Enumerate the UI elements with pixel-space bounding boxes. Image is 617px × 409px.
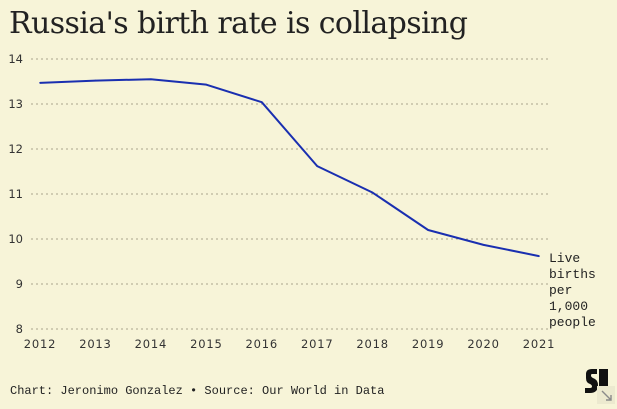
data-point <box>205 83 208 86</box>
data-point <box>316 165 319 167</box>
x-tick-label: 2016 <box>246 337 278 351</box>
x-tick-label: 2020 <box>467 337 499 351</box>
chart-title: Russia's birth rate is collapsing <box>9 6 468 41</box>
data-point <box>371 191 374 194</box>
series-line <box>39 78 540 258</box>
data-point <box>538 255 540 257</box>
resize-arrow-icon[interactable] <box>597 386 615 404</box>
publisher-logo-icon <box>585 369 608 393</box>
y-axis-unit-label: Live births per 1,000 people <box>549 251 609 331</box>
unit-line: per <box>549 283 573 298</box>
y-tick-label: 12 <box>8 142 23 156</box>
x-tick-label: 2015 <box>190 337 222 351</box>
gridlines <box>31 58 549 330</box>
x-tick-label: 2013 <box>79 337 111 351</box>
x-tick-label: 2017 <box>301 337 333 351</box>
data-point <box>94 79 97 82</box>
unit-line: 1,000 <box>549 299 589 314</box>
y-tick-label: 9 <box>16 277 23 291</box>
y-tick-label: 11 <box>8 187 23 201</box>
data-point <box>39 82 41 84</box>
chart-credit: Chart: Jeronimo Gonzalez • Source: Our W… <box>10 384 385 398</box>
x-tick-label: 2018 <box>356 337 388 351</box>
y-tick-label: 14 <box>8 52 23 66</box>
x-tick-label: 2014 <box>135 337 167 351</box>
data-point <box>260 101 263 103</box>
x-axis-ticks: 2012 2013 2014 2015 2016 2017 2018 2019 2020 2021 <box>24 337 555 351</box>
unit-line: Live <box>549 251 581 266</box>
y-tick-label: 13 <box>8 97 23 111</box>
unit-line: births <box>549 267 596 282</box>
x-tick-label: 2021 <box>523 337 555 351</box>
unit-line: people <box>549 315 596 330</box>
y-axis-ticks: 8 9 10 11 12 13 14 <box>8 52 23 336</box>
data-point <box>150 78 152 81</box>
series-group <box>39 78 540 258</box>
data-point <box>427 229 429 231</box>
x-tick-label: 2012 <box>24 337 56 351</box>
y-tick-label: 10 <box>8 232 23 246</box>
y-tick-label: 8 <box>16 322 23 336</box>
data-point <box>482 244 485 246</box>
x-tick-label: 2019 <box>412 337 444 351</box>
